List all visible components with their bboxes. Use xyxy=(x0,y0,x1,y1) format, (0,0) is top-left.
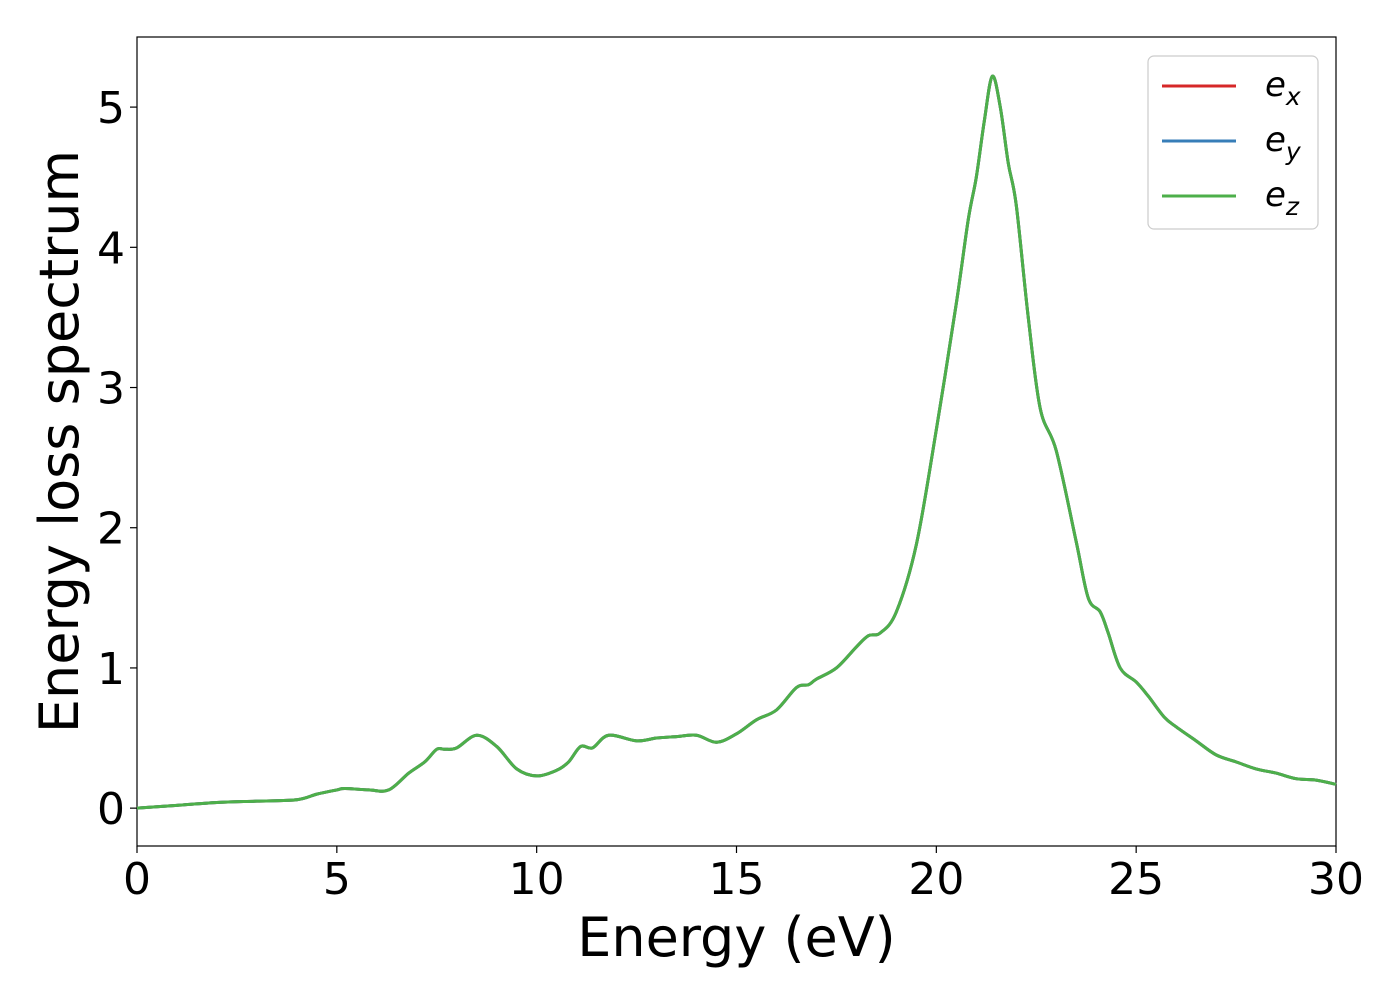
series-layer xyxy=(136,74,1337,810)
x-tick-label: 30 xyxy=(1308,854,1364,905)
x-tick-label: 20 xyxy=(908,854,964,905)
y-tick-label: 2 xyxy=(97,504,125,555)
y-tick-label: 5 xyxy=(97,83,125,134)
y-axis-title: Energy loss spectrum xyxy=(28,150,91,733)
legend-label-ey: ey xyxy=(1265,120,1302,166)
x-tick-label: 0 xyxy=(123,854,151,905)
legend-label-ex: ex xyxy=(1265,65,1301,111)
series-line-ez xyxy=(136,74,1337,810)
y-tick-label: 1 xyxy=(97,644,125,695)
x-tick-label: 10 xyxy=(509,854,565,905)
y-tick-label: 3 xyxy=(97,364,125,415)
y-tick-label: 4 xyxy=(97,223,125,274)
y-axis: 0 1 2 3 4 5 xyxy=(97,83,137,835)
x-axis: 0 5 10 15 20 25 30 xyxy=(123,846,1364,905)
x-tick-label: 5 xyxy=(323,854,351,905)
legend-label-ez: ez xyxy=(1265,175,1300,221)
y-tick-label: 0 xyxy=(97,784,125,835)
legend: ex ey ez xyxy=(1147,55,1319,230)
x-tick-label: 25 xyxy=(1108,854,1164,905)
x-axis-title: Energy (eV) xyxy=(577,906,896,969)
x-tick-label: 15 xyxy=(709,854,765,905)
